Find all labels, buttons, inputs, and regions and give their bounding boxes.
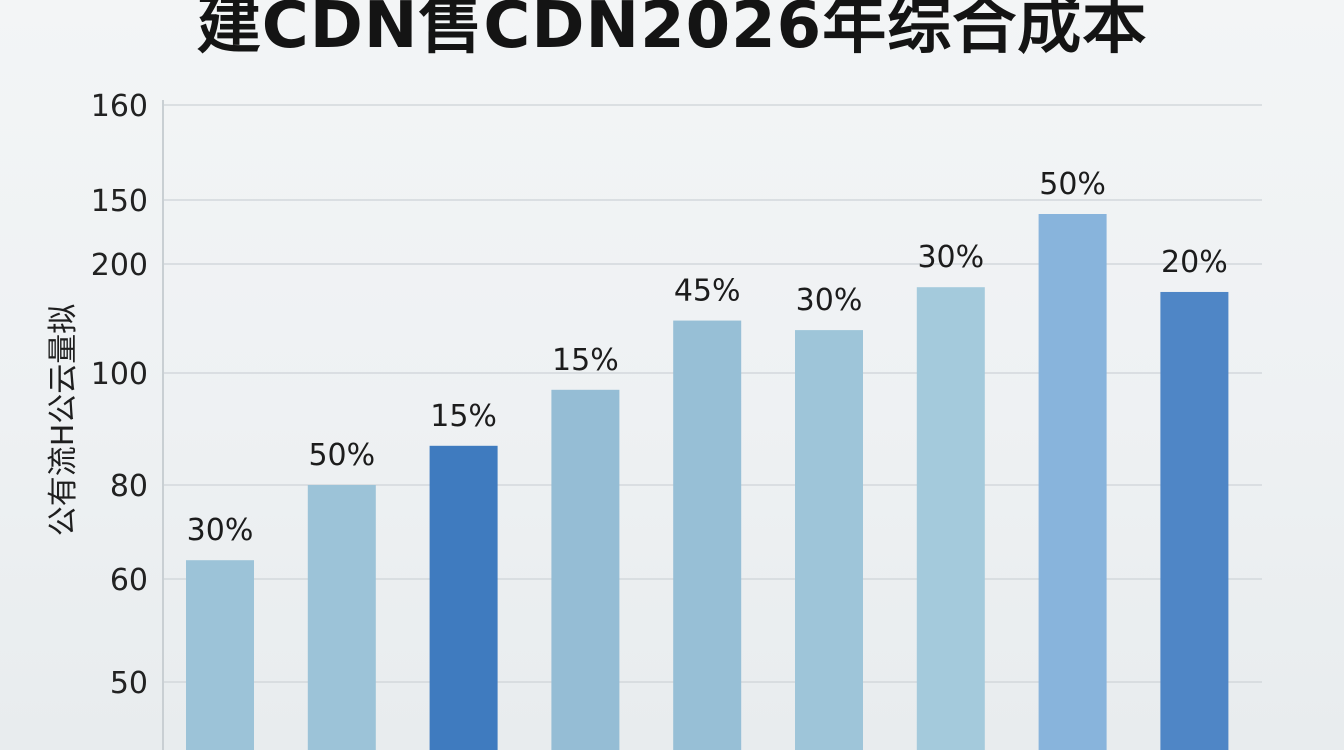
y-tick-label: 200 [91,248,148,283]
bar [916,287,985,750]
chart-title: 建CDN售CDN2026年综合成本 [196,0,1148,63]
y-tick-label: 100 [91,357,148,392]
bar-data-label: 30% [917,240,984,275]
bar-data-label: 15% [552,343,619,378]
y-tick-label: 80 [110,469,148,504]
data-labels: 30% 50% 15% 15% 45% 30% 30% 50% 20% [187,167,1228,548]
bar [795,330,863,750]
bar [1160,291,1229,750]
bar-data-label: 20% [1161,245,1228,280]
bar-data-label: 50% [1039,167,1106,202]
bar-data-label: 30% [187,513,254,548]
bar [186,560,254,750]
bar-data-label: 30% [796,283,863,318]
y-axis: 160 150 200 100 80 60 50 [91,89,164,750]
bar-data-label: 50% [308,438,375,473]
bar [307,485,376,750]
y-tick-label: 60 [110,563,148,598]
y-tick-label: 160 [91,89,148,124]
bar [1038,214,1107,750]
y-tick-label: 150 [91,184,148,219]
bar-data-label: 15% [430,399,497,434]
y-tick-label: 50 [110,666,148,701]
bar [429,445,498,750]
bars [186,214,1229,750]
bar [673,320,742,750]
bar [551,389,620,750]
bar-data-label: 45% [674,274,741,309]
